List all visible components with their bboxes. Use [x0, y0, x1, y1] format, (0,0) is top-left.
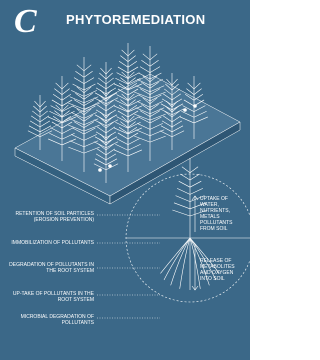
- title: PHYTOREMEDIATION: [66, 12, 205, 27]
- arrow-down: [192, 244, 198, 290]
- person: [184, 109, 187, 112]
- arrow-up: [192, 196, 198, 232]
- root: [171, 238, 190, 285]
- person: [109, 165, 112, 168]
- left-label: IMMOBILIZATION OF POLLUTANTS: [8, 240, 94, 246]
- page: C PHYTOREMEDIATION RETENTION OF SOIL PAR…: [0, 0, 250, 360]
- right-label: RELEASE OF METABOLITES AND OXYGEN INTO S…: [200, 258, 246, 282]
- root: [180, 238, 190, 289]
- platform-top: [15, 74, 240, 196]
- left-label: MICROBIAL DEGRADATION OF POLLUTANTS: [8, 314, 94, 326]
- root: [164, 238, 190, 280]
- person: [194, 105, 197, 108]
- section-letter: C: [14, 2, 37, 42]
- left-label: RETENTION OF SOIL PARTICLES (EROSION PRE…: [8, 211, 94, 223]
- left-label: UP-TAKE OF POLLUTANTS IN THE ROOT SYSTEM: [8, 291, 94, 303]
- left-label: DEGRADATION OF POLLUTANTS IN THE ROOT SY…: [8, 262, 94, 274]
- illustration: [0, 0, 250, 360]
- right-label: UPTAKE OF WATER, NUTRIENTS, METALS POLLU…: [200, 196, 246, 232]
- person: [99, 169, 102, 172]
